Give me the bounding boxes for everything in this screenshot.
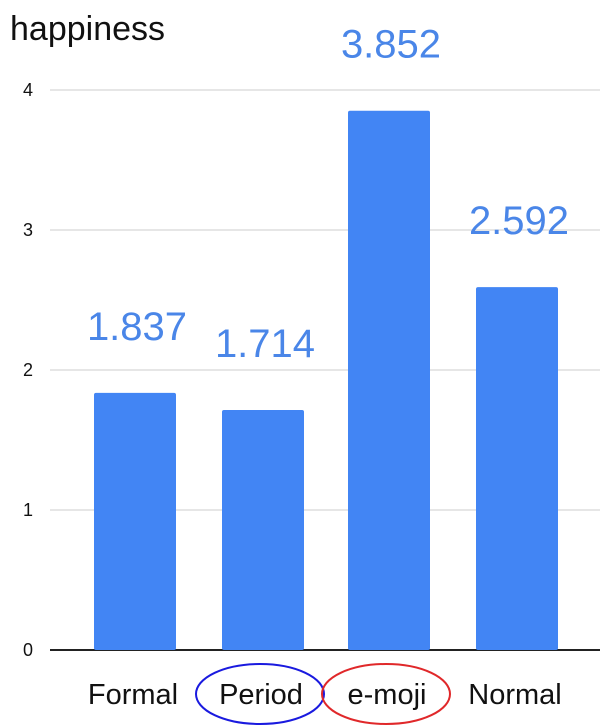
data-labels: 1.837 1.714 3.852 2.592 [87, 23, 569, 366]
x-tick-label: Formal [88, 679, 178, 711]
data-label: 3.852 [341, 23, 441, 67]
y-tick-label: 2 [23, 360, 33, 380]
x-axis-ticks: Formal Period e-moji Normal [88, 679, 562, 711]
bar [348, 110, 430, 651]
y-axis-ticks: 0 1 2 3 4 [23, 80, 33, 660]
bar [94, 392, 176, 650]
y-tick-label: 4 [23, 80, 33, 100]
y-axis-title: happiness [10, 10, 165, 48]
y-tick-label: 1 [23, 500, 33, 520]
data-label: 2.592 [469, 199, 569, 243]
y-tick-label: 3 [23, 220, 33, 240]
x-tick-label: Period [219, 679, 303, 711]
x-tick-label: e-moji [348, 679, 427, 711]
data-label: 1.837 [87, 305, 187, 349]
bar [476, 287, 558, 650]
bar [222, 410, 304, 650]
y-tick-label: 0 [23, 640, 33, 660]
highlight-ellipse [321, 663, 451, 725]
highlight-ellipse [195, 663, 325, 725]
x-tick-label: Normal [468, 679, 561, 711]
bars [94, 110, 558, 651]
data-label: 1.714 [215, 322, 315, 366]
annotation-ellipses [195, 663, 451, 725]
